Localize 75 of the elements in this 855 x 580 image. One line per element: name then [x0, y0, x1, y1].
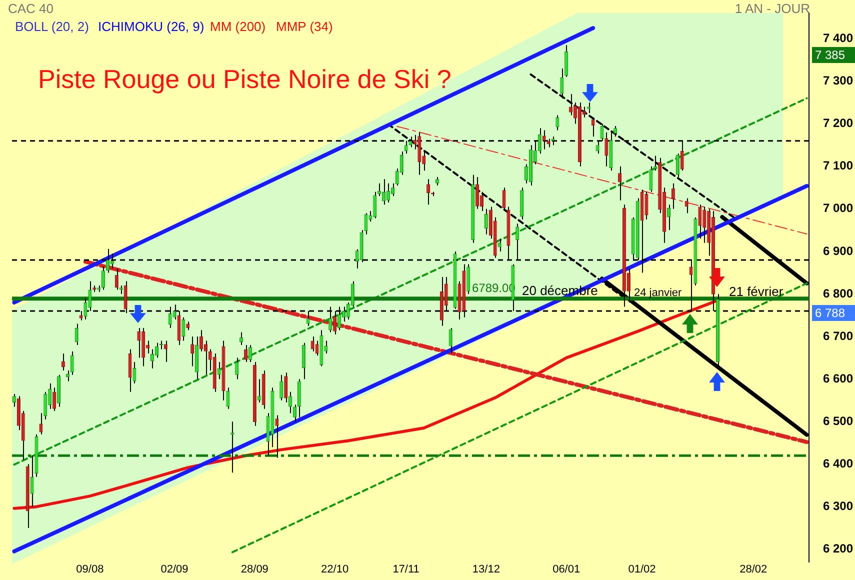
candlestick: [671, 182, 675, 210]
candlestick: [676, 153, 680, 178]
candlestick: [235, 357, 239, 380]
y-tick-label: 6 700: [823, 328, 854, 343]
candlestick: [204, 340, 208, 376]
candlestick: [190, 336, 194, 367]
y-tick-label: 7 400: [823, 31, 854, 46]
candlestick: [378, 182, 382, 197]
candlestick: [257, 378, 261, 403]
candlestick: [654, 155, 658, 172]
candlestick: [373, 191, 377, 219]
candlestick: [114, 268, 118, 290]
y-tick-label: 7 300: [823, 74, 854, 88]
candlestick: [569, 94, 573, 116]
text: 7 385: [812, 47, 855, 63]
candlestick: [702, 206, 706, 244]
x-tick-label: 09/08: [76, 564, 104, 576]
candlestick: [698, 204, 702, 240]
y-tick-label: 6 900: [823, 244, 854, 258]
y-tick-label: 7 000: [823, 201, 854, 216]
candlestick: [284, 372, 288, 403]
candlestick: [484, 208, 488, 235]
candlestick: [426, 178, 430, 206]
candlestick: [164, 340, 168, 363]
annotation: CAC 40: [8, 1, 54, 16]
annotation: ICHIMOKU (26, 9): [98, 19, 204, 34]
x-tick-label: 28/09: [240, 564, 268, 576]
candlestick: [137, 328, 141, 358]
candlestick: [101, 266, 106, 290]
y-tick-label: 6 500: [823, 414, 854, 428]
candlestick: [666, 204, 671, 231]
candlestick: [382, 178, 386, 206]
candlestick: [275, 414, 279, 458]
annotation: 21 février: [729, 284, 784, 299]
text: Piste Rouge ou Piste Noire de Ski ?: [38, 64, 452, 95]
y-tick-label: 7 200: [823, 116, 854, 130]
candlestick: [61, 353, 65, 372]
candlestick: [244, 344, 248, 363]
candlestick: [564, 44, 568, 78]
x-tick-label: 06/01: [552, 564, 580, 576]
x-tick-label: 02/09: [160, 564, 188, 576]
x-tick-label: 13/12: [472, 564, 500, 576]
candlestick: [150, 348, 154, 369]
annotation: 1 AN - JOUR: [734, 1, 810, 16]
candlestick: [614, 125, 618, 138]
annotation: MM (200): [210, 19, 266, 34]
y-tick-label: 6 300: [823, 499, 854, 514]
candlestick: [240, 332, 244, 346]
candlestick: [586, 102, 590, 114]
text: 6 788: [812, 305, 855, 321]
candlestick: [44, 391, 48, 420]
candlestick: [386, 182, 390, 204]
x-tick-label: 22/10: [321, 564, 349, 576]
candlestick: [302, 342, 306, 380]
annotation: 24 janvier: [634, 287, 682, 299]
candlestick: [248, 344, 252, 363]
x-tick-label: 01/02: [628, 564, 656, 576]
candlestick: [154, 342, 158, 358]
candlestick: [280, 374, 284, 401]
candlestick: [618, 166, 622, 201]
candlestick: [12, 393, 16, 408]
x-tick-label: 17/11: [392, 564, 420, 576]
y-tick-label: 6 800: [823, 286, 854, 300]
candlestick: [52, 387, 56, 412]
candlestick: [182, 316, 186, 342]
annotation: BOLL (20, 2): [15, 19, 89, 34]
y-tick-label: 6 200: [823, 542, 854, 556]
candlestick: [448, 328, 452, 354]
annotation: MMP (34): [276, 19, 333, 34]
candlestick: [466, 264, 470, 294]
y-tick-label: 6 400: [823, 456, 854, 470]
y-tick-label: 6 600: [823, 371, 854, 386]
y-tick-label: 7 100: [823, 158, 854, 173]
x-tick-label: 28/02: [740, 564, 768, 576]
candlestick: [476, 176, 480, 210]
